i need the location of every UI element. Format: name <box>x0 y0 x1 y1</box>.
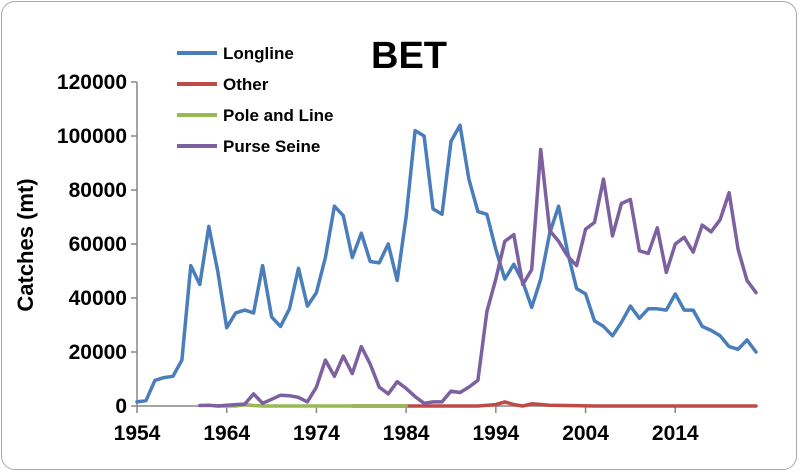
series-layer <box>135 123 758 408</box>
y-tick-label: 20000 <box>69 341 127 364</box>
chart-title: BET <box>371 35 447 77</box>
x-tick-label: 2004 <box>562 422 609 445</box>
legend: Longline Other Pole and Line Purse Seine <box>177 44 334 156</box>
x-tick-label: 1954 <box>114 422 161 445</box>
y-axis-label: Catches (mt) <box>13 178 38 311</box>
y-tick-label: 80000 <box>69 179 127 202</box>
x-tick-label: 1964 <box>203 422 250 445</box>
legend-label: Pole and Line <box>223 106 334 125</box>
x-tick-label: 2014 <box>652 422 699 445</box>
legend-label: Other <box>223 75 269 94</box>
y-tick-label: 100000 <box>57 125 127 148</box>
series-line-purse-seine <box>198 147 758 408</box>
legend-label: Longline <box>223 44 294 63</box>
axes: 0 20000 40000 60000 80000 100000 120000 1954 196… <box>57 71 756 445</box>
series-line-longline <box>135 123 758 404</box>
x-tick-label: 1984 <box>383 422 430 445</box>
legend-label: Purse Seine <box>223 137 320 156</box>
x-tick-label: 1974 <box>293 422 340 445</box>
y-tick-label: 120000 <box>57 71 127 94</box>
x-tick-label: 1994 <box>472 422 519 445</box>
y-tick-label: 60000 <box>69 233 127 256</box>
series-line-other <box>350 400 758 408</box>
y-tick-label: 40000 <box>69 287 127 310</box>
y-tick-label: 0 <box>115 395 127 418</box>
y-axis-label-group: Catches (mt) <box>13 178 38 311</box>
